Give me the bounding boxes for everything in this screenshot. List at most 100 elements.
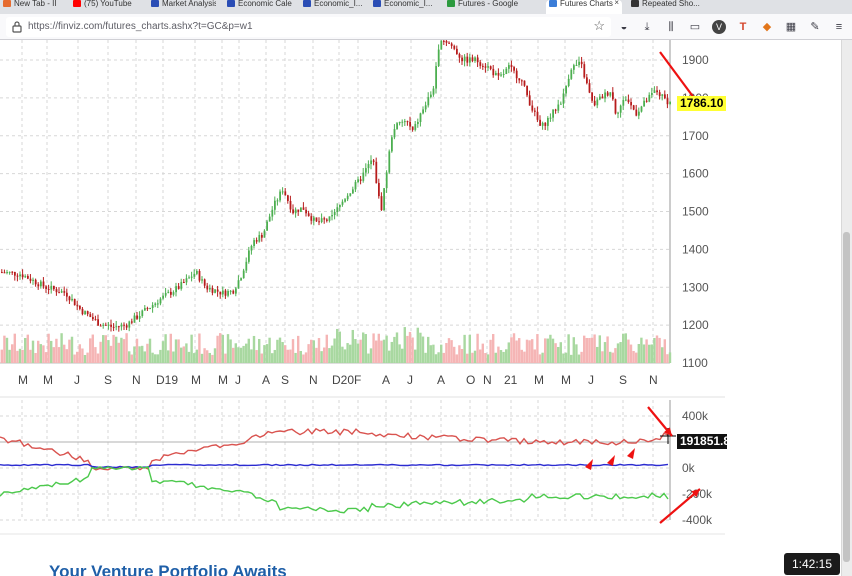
browser-tab[interactable]: (75) YouTube — [70, 0, 140, 14]
candle-body — [268, 216, 271, 222]
candle-body — [658, 92, 661, 97]
browser-tab[interactable]: Repeated Sho... — [628, 0, 708, 14]
volume-bar — [523, 351, 526, 363]
candle-body — [383, 188, 385, 211]
candle-body — [201, 279, 203, 281]
volume-bar — [260, 353, 263, 363]
volume-bar — [167, 350, 170, 363]
browser-tab[interactable]: Futures - Google — [444, 0, 540, 14]
candle-body — [656, 90, 658, 93]
volume-bar — [164, 334, 167, 363]
candle-body — [487, 66, 489, 68]
browser-tab[interactable]: Economic_I... — [300, 0, 362, 14]
volume-bar — [120, 337, 123, 363]
volume-bar — [200, 353, 204, 363]
candle-body — [510, 65, 513, 68]
volume-bar — [63, 344, 66, 363]
candle-body — [125, 325, 128, 328]
x-axis-label: M — [534, 373, 544, 387]
candle-body — [219, 291, 222, 295]
candle-body — [539, 119, 541, 126]
volume-bar — [234, 343, 237, 363]
candle-body — [604, 92, 606, 99]
volume-bar — [76, 351, 79, 363]
x-axis-label: S — [619, 373, 627, 387]
menu-icon[interactable]: ≡ — [835, 21, 843, 33]
page-scrollbar-thumb[interactable] — [843, 232, 850, 562]
candle-body — [92, 317, 94, 320]
bookmark-star-icon[interactable]: ☆ — [593, 18, 605, 33]
download-icon[interactable]: ⤓ — [644, 21, 650, 33]
candle-body — [391, 137, 393, 152]
volume-bar — [0, 349, 4, 363]
candle-body — [547, 118, 549, 126]
address-bar[interactable]: https://finviz.com/futures_charts.ashx?t… — [6, 17, 611, 37]
candle-body — [557, 104, 560, 111]
x-axis-label: M — [561, 373, 571, 387]
volume-bar — [297, 335, 300, 363]
candle-body — [53, 285, 55, 290]
metamask-icon[interactable]: ◆ — [762, 21, 772, 33]
volume-bar — [536, 334, 539, 363]
candle-body — [515, 70, 518, 79]
tampermonkey-icon[interactable]: T — [739, 21, 747, 33]
browser-tab[interactable]: Economic Calendar — [224, 0, 292, 14]
browser-tab[interactable]: New Tab - II — [0, 0, 62, 14]
volume-bar — [609, 351, 612, 363]
candle-body — [544, 122, 547, 126]
browser-tab[interactable]: Futures Charts × — [546, 0, 622, 14]
volume-bar — [187, 351, 191, 363]
candle-body — [528, 95, 531, 106]
volume-bar — [174, 339, 178, 363]
current-price-tag: 1786.10 — [677, 96, 727, 111]
x-axis-label: J — [588, 373, 594, 387]
shield-icon[interactable]: ◒ — [620, 21, 628, 33]
candle-body — [596, 99, 599, 106]
browser-tab[interactable]: Economic_I... — [370, 0, 436, 14]
tab-close-icon[interactable]: × — [614, 0, 619, 7]
candle-body — [453, 45, 456, 49]
candle-body — [240, 278, 242, 281]
candle-body — [552, 109, 554, 118]
candle-body — [645, 100, 648, 102]
volume-bar — [593, 334, 596, 363]
candle-body — [401, 121, 404, 123]
volume-bar — [78, 344, 81, 363]
candle-body — [617, 112, 619, 114]
volume-bar — [346, 343, 349, 363]
tab-favicon-icon — [73, 0, 81, 7]
extension-icon[interactable]: ▦ — [785, 21, 797, 33]
volume-bar — [598, 335, 601, 363]
library-icon[interactable]: ⫼ — [668, 21, 674, 33]
candle-body — [214, 289, 216, 293]
volume-bar — [640, 337, 643, 363]
x-axis-label: N — [483, 373, 492, 387]
volume-bar — [289, 349, 292, 363]
candle-body — [237, 280, 240, 289]
volume-bar — [479, 349, 482, 363]
candle-body — [580, 61, 583, 65]
annotation-arrow-icon — [659, 488, 701, 524]
candle-body — [482, 65, 484, 67]
futures-chart[interactable]: 190018001700160015001400130012001100MMJS… — [0, 40, 852, 576]
volume-bar — [89, 338, 92, 363]
volume-bar — [115, 336, 118, 363]
volume-bar — [492, 334, 495, 363]
candle-body — [261, 235, 263, 238]
volume-bar — [567, 334, 570, 363]
volume-bar — [91, 334, 94, 363]
promo-heading[interactable]: Your Venture Portfolio Awaits — [49, 562, 287, 576]
candle-body — [612, 92, 614, 100]
x-axis-label: D19 — [156, 373, 178, 387]
candle-body — [97, 319, 99, 326]
sidebar-icon[interactable]: ▭ — [689, 21, 701, 33]
eyedropper-icon[interactable]: ✎ — [810, 21, 820, 33]
volume-bar — [424, 352, 427, 363]
tab-favicon-icon — [549, 0, 557, 7]
candle-body — [276, 200, 279, 202]
x-axis-label: 21 — [504, 373, 518, 387]
browser-tab[interactable]: Market Analysis — [148, 0, 216, 14]
volume-bar — [518, 338, 521, 363]
vpn-icon[interactable]: V — [712, 20, 726, 34]
volume-bar — [520, 349, 523, 363]
